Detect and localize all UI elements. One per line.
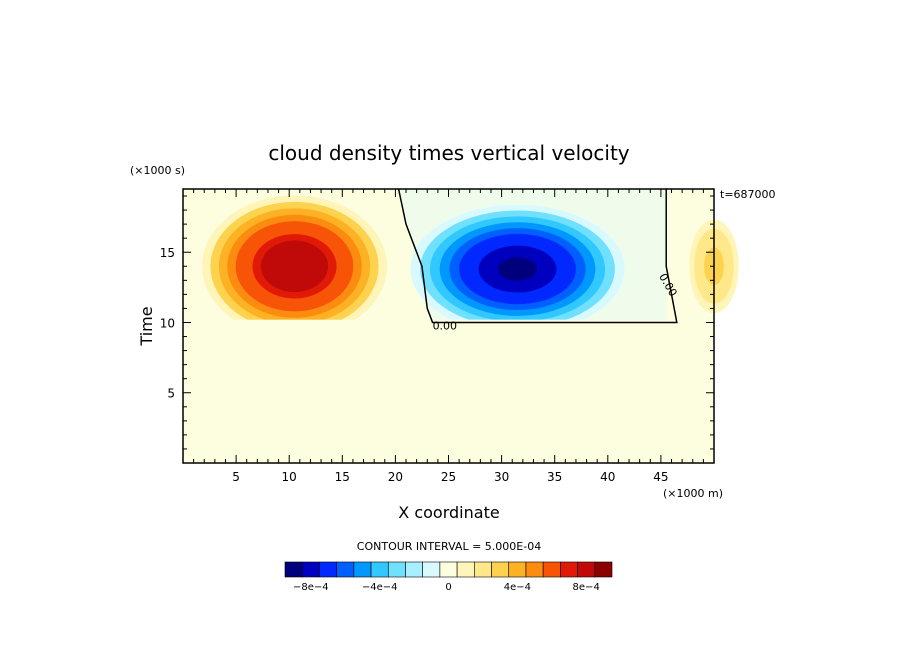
y-tick-label: 5 bbox=[167, 387, 175, 401]
colorbar-swatch bbox=[491, 561, 510, 578]
y-axis: 5 10 15 bbox=[160, 195, 714, 464]
contour-interval-label: CONTOUR INTERVAL = 5.000E-04 bbox=[357, 540, 541, 553]
lower-background bbox=[183, 319, 714, 463]
colorbar-tick-label: 4e−4 bbox=[504, 582, 531, 593]
colorbar-swatch bbox=[284, 561, 303, 578]
x-tick-label: 35 bbox=[547, 470, 562, 484]
colorbar-swatch bbox=[405, 561, 423, 578]
colorbar-swatch bbox=[474, 561, 492, 578]
colorbar-swatch bbox=[353, 561, 372, 578]
x-axis-label: X coordinate bbox=[398, 503, 499, 522]
colorbar-swatch bbox=[525, 561, 544, 578]
zero-contour-line bbox=[397, 188, 678, 324]
colorbar-swatch bbox=[508, 561, 527, 578]
colorbar-swatch bbox=[422, 561, 441, 578]
x-tick-label: 20 bbox=[388, 470, 403, 484]
colorbar-swatch bbox=[542, 561, 561, 578]
x-axis: 5 10 15 20 25 30 35 40 45 bbox=[182, 189, 715, 484]
colorbar-tick-label: −8e−4 bbox=[293, 582, 329, 593]
colorbar-swatch bbox=[594, 561, 613, 578]
y-units-label: (×1000 s) bbox=[130, 164, 185, 177]
zero-contour-label: 0.00 bbox=[433, 320, 458, 333]
x-tick-label: 5 bbox=[232, 470, 240, 484]
colorbar-tick-label: 0 bbox=[445, 582, 451, 593]
colorbar-swatch bbox=[370, 561, 389, 578]
time-annotation: t=687000 bbox=[720, 188, 776, 201]
colorbar-swatch bbox=[387, 561, 406, 578]
x-tick-label: 30 bbox=[494, 470, 509, 484]
x-tick-label: 15 bbox=[335, 470, 350, 484]
colorbar-swatch bbox=[301, 561, 320, 578]
x-tick-label: 45 bbox=[653, 470, 668, 484]
colorbar-swatch bbox=[319, 561, 337, 578]
x-tick-label: 40 bbox=[600, 470, 615, 484]
colorbar-swatch bbox=[336, 561, 355, 578]
colorbar: −8e−4 −4e−4 0 4e−4 8e−4 bbox=[284, 561, 613, 593]
colorbar-tick-label: −4e−4 bbox=[362, 582, 398, 593]
x-tick-label: 25 bbox=[441, 470, 456, 484]
x-tick-label: 10 bbox=[282, 470, 297, 484]
contour-blob-negative bbox=[410, 204, 625, 334]
y-axis-label: Time bbox=[137, 306, 156, 346]
contour-band bbox=[286, 259, 303, 273]
colorbar-swatch bbox=[560, 561, 578, 578]
colorbar-swatch bbox=[439, 561, 458, 578]
y-tick-label: 10 bbox=[160, 316, 175, 330]
colorbar-tick-label: 8e−4 bbox=[573, 582, 600, 593]
colorbar-swatch bbox=[456, 561, 475, 578]
colorbar-swatch bbox=[577, 561, 596, 578]
contour-band bbox=[507, 263, 528, 275]
contour-blob-positive bbox=[202, 195, 387, 338]
y-tick-label: 15 bbox=[160, 246, 175, 260]
chart-title: cloud density times vertical velocity bbox=[268, 141, 629, 165]
x-units-label: (×1000 m) bbox=[663, 487, 723, 500]
